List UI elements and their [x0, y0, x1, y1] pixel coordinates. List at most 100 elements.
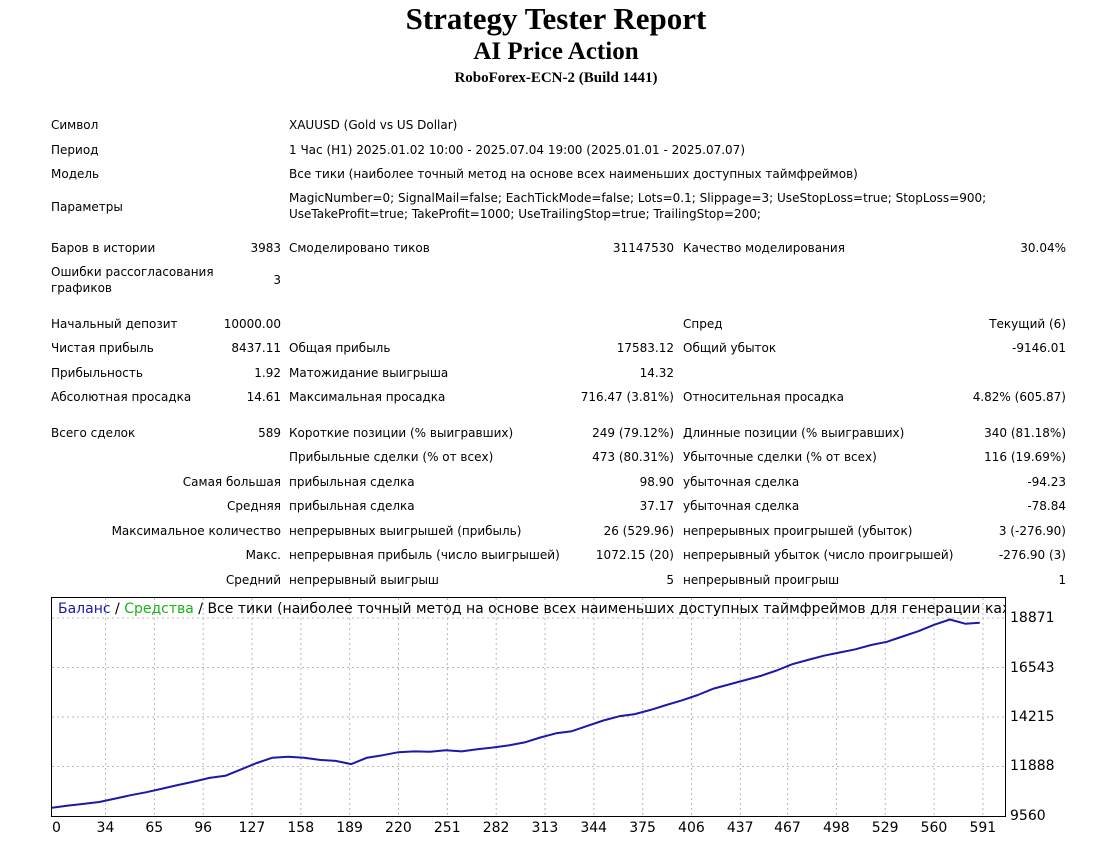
largest-loss-value: -94.23: [1027, 475, 1066, 489]
x-tick-label: 127: [238, 820, 266, 836]
x-tick-label: 282: [482, 820, 510, 836]
legend-model-text: Все тики (наиболее точный метод на основ…: [207, 601, 1006, 617]
profit-trades-label: Прибыльные сделки (% от всех): [289, 450, 494, 464]
ticks-value: 31147530: [612, 241, 674, 255]
period-label: Период: [51, 143, 99, 157]
gross-loss-value: -9146.01: [1012, 341, 1066, 355]
params-line-2: UseTakeProfit=true; TakeProfit=1000; Use…: [289, 207, 761, 221]
loss-trades-value: 116 (19.69%): [984, 450, 1066, 464]
long-positions-label: Длинные позиции (% выигравших): [683, 426, 905, 440]
chart-legend: Баланс / Средства / Все тики (наиболее т…: [58, 601, 1006, 617]
balance-chart-plot: [52, 598, 1005, 816]
series-line-balance: [52, 618, 980, 809]
x-tick-label: 467: [774, 820, 801, 836]
server-build: RoboForex-ECN-2 (Build 1441): [454, 70, 658, 86]
x-tick-label: 498: [822, 820, 850, 836]
long-positions-value: 340 (81.18%): [984, 426, 1066, 440]
y-tick-label: 11888: [1010, 758, 1055, 775]
avg-consecutive-win-label: непрерывный выигрыш: [289, 573, 439, 587]
max-consecutive-profit-label: непрерывная прибыль (число выигрышей): [289, 548, 560, 562]
ticks-label: Смоделировано тиков: [289, 241, 430, 255]
params-label: Параметры: [51, 200, 123, 214]
mismatch-label-1: Ошибки рассогласования: [51, 265, 214, 279]
y-tick-label: 9560: [1010, 808, 1046, 824]
deposit-value: 10000.00: [223, 317, 281, 331]
x-tick-label: 34: [96, 820, 115, 836]
x-tick-label: 313: [531, 820, 559, 836]
net-profit-label: Чистая прибыль: [51, 341, 154, 355]
report-title: Strategy Tester Report: [405, 1, 707, 36]
payoff-label: Матожидание выигрыша: [289, 366, 449, 380]
quality-value: 30.04%: [1020, 241, 1066, 255]
largest-profit-value: 98.90: [639, 475, 674, 489]
x-tick-label: 251: [433, 820, 461, 836]
max-count-losses-value: 3 (-276.90): [998, 524, 1066, 538]
max-drawdown-value: 716.47 (3.81%): [580, 390, 674, 404]
mismatch-label-2: графиков: [51, 281, 112, 295]
rel-drawdown-value: 4.82% (605.87): [972, 390, 1066, 404]
period-value: 1 Час (H1) 2025.01.02 10:00 - 2025.07.04…: [289, 143, 745, 157]
x-tick-label: 189: [336, 820, 363, 836]
x-tick-label: 344: [580, 820, 608, 836]
bars-label: Баров в истории: [51, 241, 156, 255]
abs-drawdown-label: Абсолютная просадка: [51, 390, 192, 404]
gross-profit-value: 17583.12: [616, 341, 674, 355]
short-positions-label: Короткие позиции (% выигравших): [289, 426, 514, 440]
balance-chart: Баланс / Средства / Все тики (наиболее т…: [51, 597, 1006, 817]
y-tick-label: 14215: [1010, 709, 1055, 725]
x-tick-label: 158: [287, 820, 315, 836]
spread-value: Текущий (6): [989, 317, 1066, 331]
max-count-label: Максимальное количество: [111, 524, 281, 538]
bars-value: 3983: [250, 241, 281, 255]
rel-drawdown-label: Относительная просадка: [683, 390, 845, 404]
deposit-label: Начальный депозит: [51, 317, 178, 331]
avg-consecutive-win-value: 5: [666, 573, 674, 587]
symbol-label: Символ: [51, 118, 99, 132]
max-consecutive-profit-value: 1072.15 (20): [595, 548, 674, 562]
x-tick-label: 406: [678, 820, 705, 836]
x-tick-label: 220: [385, 820, 412, 836]
max-consecutive-label: Макс.: [245, 548, 281, 562]
mismatch-value: 3: [273, 273, 281, 287]
profit-factor-value: 1.92: [254, 366, 281, 380]
avg-consecutive-loss-label: непрерывный проигрыш: [683, 573, 840, 587]
legend-separator-2: /: [193, 601, 208, 617]
total-trades-value: 589: [258, 426, 281, 440]
largest-profit-label: прибыльная сделка: [289, 475, 415, 489]
average-label: Средняя: [227, 499, 281, 513]
max-consecutive-loss-label: непрерывный убыток (число проигрышей): [683, 548, 954, 562]
x-tick-label: 591: [969, 820, 997, 836]
y-tick-label: 16543: [1010, 659, 1055, 676]
max-count-wins-label: непрерывных выигрышей (прибыль): [289, 524, 522, 538]
gross-profit-label: Общая прибыль: [289, 341, 391, 355]
max-count-wins-value: 26 (529.96): [603, 524, 674, 538]
x-tick-label: 65: [145, 820, 164, 836]
average-profit-label: прибыльная сделка: [289, 499, 415, 513]
quality-label: Качество моделирования: [683, 241, 845, 255]
total-trades-label: Всего сделок: [51, 426, 136, 440]
model-label: Модель: [51, 167, 100, 181]
x-tick-label: 529: [871, 820, 899, 836]
largest-loss-label: убыточная сделка: [683, 475, 800, 489]
largest-label: Самая большая: [182, 475, 281, 489]
average-profit-value: 37.17: [639, 499, 674, 513]
legend-balance: Баланс: [58, 601, 111, 617]
avg-consecutive-label: Средний: [225, 573, 281, 587]
net-profit-value: 8437.11: [231, 341, 281, 355]
x-tick-label: 0: [52, 820, 61, 836]
loss-trades-label: Убыточные сделки (% от всех): [683, 450, 877, 464]
short-positions-value: 249 (79.12%): [592, 426, 674, 440]
gross-loss-label: Общий убыток: [683, 341, 777, 355]
max-consecutive-loss-value: -276.90 (3): [998, 548, 1066, 562]
profit-factor-label: Прибыльность: [51, 366, 143, 380]
expert-name: AI Price Action: [473, 38, 639, 65]
x-tick-label: 375: [629, 820, 656, 836]
spread-label: Спред: [683, 317, 723, 331]
max-count-losses-label: непрерывных проигрышей (убыток): [683, 524, 913, 538]
x-tick-label: 437: [726, 820, 754, 836]
x-tick-label: 560: [920, 820, 948, 836]
payoff-value: 14.32: [639, 366, 674, 380]
legend-separator-1: /: [110, 601, 125, 617]
params-line-1: MagicNumber=0; SignalMail=false; EachTic…: [289, 191, 987, 205]
x-tick-label: 96: [194, 820, 213, 836]
